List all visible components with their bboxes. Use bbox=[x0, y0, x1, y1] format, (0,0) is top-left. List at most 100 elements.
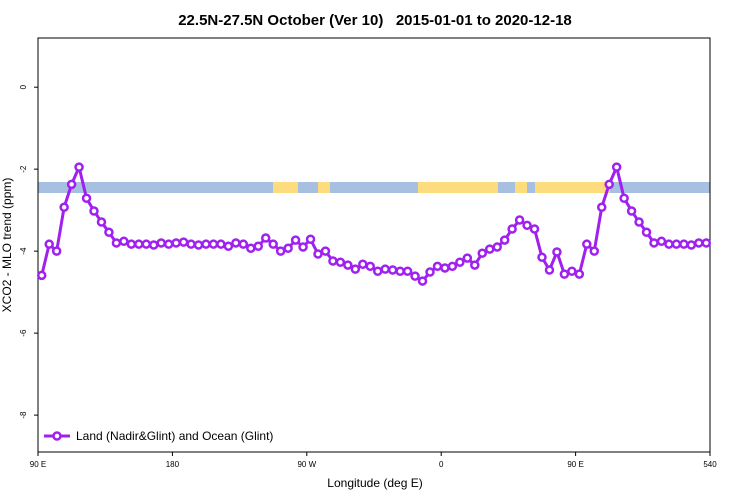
data-point bbox=[343, 260, 353, 270]
x-tick-label: 90 E bbox=[567, 460, 583, 469]
data-point bbox=[410, 271, 420, 281]
data-point bbox=[119, 236, 129, 247]
data-point bbox=[701, 238, 712, 248]
data-point bbox=[96, 217, 107, 227]
y-tick-label: -4 bbox=[19, 247, 28, 255]
land-band bbox=[515, 182, 527, 193]
data-point bbox=[372, 266, 383, 276]
data-point bbox=[246, 243, 256, 254]
data-point bbox=[641, 227, 652, 238]
data-point bbox=[664, 239, 674, 249]
data-point bbox=[74, 162, 84, 172]
data-point bbox=[350, 264, 361, 274]
data-point bbox=[447, 261, 458, 272]
data-point bbox=[223, 241, 234, 251]
data-point bbox=[283, 243, 293, 254]
data-point bbox=[201, 239, 211, 249]
data-point bbox=[649, 238, 659, 248]
data-point bbox=[656, 236, 667, 247]
data-point bbox=[425, 267, 435, 277]
y-tick-label: -2 bbox=[19, 165, 28, 173]
land-band bbox=[273, 182, 298, 193]
data-point bbox=[395, 266, 405, 276]
x-tick-label: 0 bbox=[439, 460, 444, 469]
x-axis-label: Longitude (deg E) bbox=[327, 476, 422, 490]
data-point bbox=[499, 235, 510, 245]
legend-label: Land (Nadir&Glint) and Ocean (Glint) bbox=[76, 429, 273, 443]
legend-marker bbox=[52, 431, 62, 441]
data-point bbox=[335, 257, 346, 267]
data-point bbox=[231, 238, 241, 248]
data-point bbox=[402, 266, 413, 276]
data-point bbox=[380, 264, 390, 274]
data-point bbox=[36, 270, 47, 281]
data-point bbox=[417, 276, 428, 286]
x-tick-label: 90 W bbox=[297, 460, 316, 469]
data-point bbox=[671, 239, 682, 249]
data-point bbox=[484, 244, 495, 254]
data-point bbox=[552, 247, 562, 257]
data-point bbox=[477, 248, 488, 258]
data-point bbox=[529, 224, 540, 234]
y-tick-label: 0 bbox=[19, 84, 28, 89]
data-point bbox=[275, 246, 286, 256]
data-point bbox=[320, 246, 331, 256]
data-point bbox=[260, 233, 271, 243]
data-point bbox=[611, 162, 622, 172]
data-point bbox=[462, 253, 473, 263]
data-point bbox=[51, 246, 62, 256]
data-point bbox=[365, 261, 376, 272]
data-point bbox=[559, 269, 570, 279]
data-point bbox=[253, 241, 264, 251]
data-point bbox=[186, 239, 196, 249]
data-point bbox=[387, 265, 398, 275]
data-point bbox=[89, 206, 99, 216]
data-point bbox=[544, 265, 555, 275]
data-point bbox=[290, 235, 301, 245]
ocean-band bbox=[38, 182, 710, 193]
data-point bbox=[522, 220, 532, 231]
y-tick-label: -6 bbox=[19, 329, 28, 337]
data-point bbox=[358, 259, 368, 270]
data-point bbox=[694, 238, 704, 248]
data-point bbox=[156, 238, 166, 248]
data-point bbox=[268, 239, 278, 249]
data-point bbox=[163, 239, 174, 249]
data-point bbox=[574, 269, 585, 279]
data-point bbox=[148, 240, 159, 250]
data-point bbox=[679, 239, 689, 249]
data-point bbox=[582, 239, 592, 249]
data-point bbox=[126, 239, 137, 249]
data-point bbox=[507, 224, 517, 234]
land-band bbox=[535, 182, 610, 193]
data-point bbox=[238, 239, 249, 249]
data-point bbox=[537, 252, 547, 263]
x-tick-label: 540 bbox=[703, 460, 717, 469]
data-point bbox=[313, 249, 323, 259]
data-point bbox=[216, 239, 226, 249]
data-point bbox=[567, 266, 577, 276]
data-point bbox=[626, 206, 637, 216]
data-point bbox=[589, 246, 600, 256]
x-tick-label: 90 E bbox=[30, 460, 46, 469]
x-tick-label: 180 bbox=[166, 460, 180, 469]
data-point bbox=[492, 242, 502, 252]
y-tick-label: -8 bbox=[19, 411, 28, 419]
data-point bbox=[81, 193, 92, 204]
data-point bbox=[193, 240, 204, 250]
data-point bbox=[44, 239, 54, 249]
y-axis-label: XCO2 - MLO trend (ppm) bbox=[0, 178, 14, 313]
data-point bbox=[514, 215, 525, 225]
data-point bbox=[305, 234, 316, 245]
data-point bbox=[619, 193, 629, 204]
data-point bbox=[141, 239, 152, 249]
data-point bbox=[455, 257, 465, 267]
land-ocean-band bbox=[38, 182, 710, 193]
data-point bbox=[111, 238, 122, 248]
data-point bbox=[604, 179, 614, 190]
data-point bbox=[59, 202, 69, 213]
land-band bbox=[318, 182, 330, 193]
data-point bbox=[208, 239, 219, 249]
data-point bbox=[432, 261, 443, 272]
